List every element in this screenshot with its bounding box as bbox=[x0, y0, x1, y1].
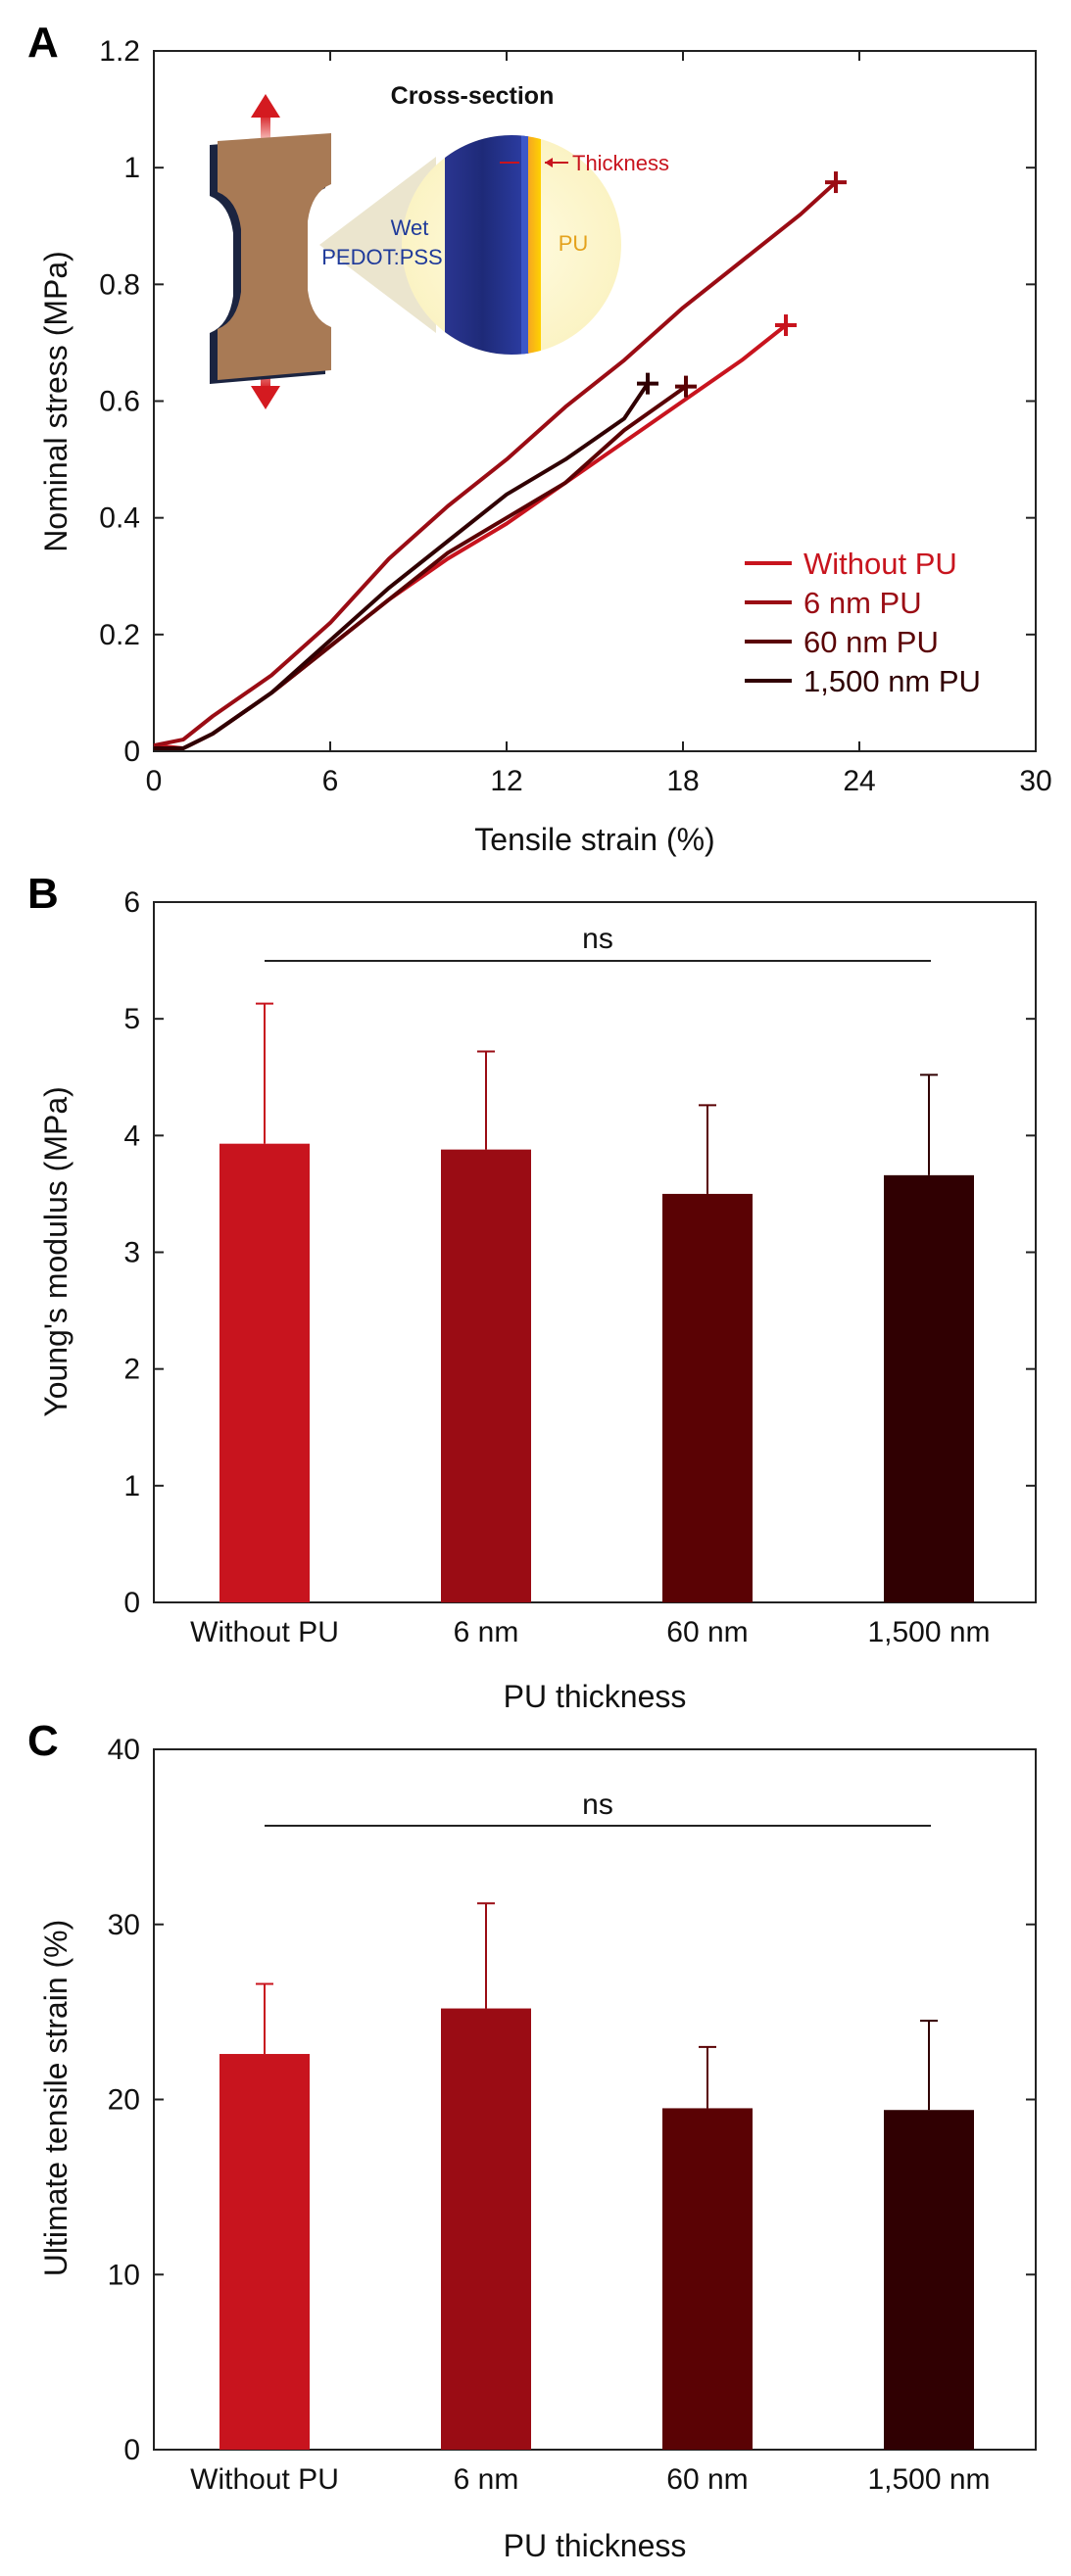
legend-label-2: 60 nm PU bbox=[803, 625, 939, 659]
dogbone-specimen bbox=[218, 133, 331, 380]
panel-a-y-axis-title: Nominal stress (MPa) bbox=[38, 251, 73, 552]
series-line-3 bbox=[154, 382, 650, 751]
panel-b-label: B bbox=[27, 870, 59, 918]
legend-label-1: 6 nm PU bbox=[803, 586, 922, 620]
panel-c-ticks: 0 10 20 30 40 Without PU 6 nm 60 nm 1,500 nm bbox=[108, 1734, 1036, 2496]
series-end-marker-3 bbox=[637, 372, 658, 395]
panel-c-significance-label: ns bbox=[582, 1789, 613, 1821]
inset-illustration: Cross-section Wet PEDOT:PSS PU Thickness bbox=[210, 82, 669, 409]
panel-b-bar-3 bbox=[884, 1174, 974, 1602]
panel-a-y-tick-label: 0.8 bbox=[99, 268, 140, 301]
panel-c-y-tick-label: 20 bbox=[108, 2084, 140, 2117]
series-line-0 bbox=[153, 323, 788, 751]
panel-b-y-tick-label: 2 bbox=[123, 1354, 140, 1386]
panel-a-ticks: 0 6 12 18 24 30 0 0.2 0.4 0.6 0.8 1 1.2 bbox=[99, 35, 1051, 797]
panel-a-y-tick-label: 1.2 bbox=[99, 35, 140, 68]
panel-b-x-axis-title: PU thickness bbox=[504, 1679, 687, 1714]
stretch-arrow-up-icon bbox=[251, 94, 280, 139]
panel-a-x-tick-label: 18 bbox=[666, 765, 699, 797]
inset-pu-label: PU bbox=[559, 231, 589, 256]
panel-c-y-axis-title: Ultimate tensile strain (%) bbox=[38, 1920, 73, 2277]
panel-b-y-tick-label: 4 bbox=[123, 1120, 140, 1152]
inset-title: Cross-section bbox=[391, 82, 555, 110]
panel-b-bar-0 bbox=[219, 1143, 310, 1602]
panel-a-x-tick-label: 12 bbox=[490, 765, 522, 797]
panel-a-y-tick-label: 0 bbox=[123, 736, 140, 768]
inset-wet-label: Wet bbox=[391, 215, 429, 240]
panel-a-y-tick-label: 0.2 bbox=[99, 619, 140, 651]
panel-c-bars bbox=[219, 1902, 974, 2450]
panel-a-end-markers bbox=[637, 171, 847, 398]
legend-label-3: 1,500 nm PU bbox=[803, 664, 981, 698]
panel-a-x-tick-label: 30 bbox=[1019, 765, 1051, 797]
panel-a: A 0 6 12 18 24 30 0 0.2 0.4 0.6 0.8 1 1.2 Tensile st… bbox=[27, 19, 1052, 857]
panel-c-x-tick-label: Without PU bbox=[190, 2463, 339, 2496]
panel-c-bar-0 bbox=[219, 2054, 310, 2450]
panel-a-x-axis-title: Tensile strain (%) bbox=[474, 822, 714, 857]
panel-b-y-tick-label: 5 bbox=[123, 1003, 140, 1035]
panel-b-bar-2 bbox=[662, 1193, 753, 1602]
panel-b-y-tick-label: 3 bbox=[123, 1237, 140, 1269]
panel-b-bar-1 bbox=[441, 1149, 531, 1602]
inset-pedot-label: PEDOT:PSS bbox=[321, 245, 442, 269]
panel-a-x-tick-label: 0 bbox=[146, 765, 163, 797]
panel-c-y-tick-label: 10 bbox=[108, 2259, 140, 2291]
panel-b-ticks: 0 1 2 3 4 5 6 Without PU 6 nm 60 nm 1,500 nm bbox=[123, 886, 1036, 1648]
panel-a-x-tick-label: 24 bbox=[843, 765, 875, 797]
panel-b-bars bbox=[219, 1002, 974, 1602]
panel-c-bar-3 bbox=[884, 2110, 974, 2450]
panel-b-y-tick-label: 6 bbox=[123, 886, 140, 919]
panel-b-y-tick-label: 0 bbox=[123, 1587, 140, 1619]
panel-b-y-tick-label: 1 bbox=[123, 1470, 140, 1503]
panel-a-x-tick-label: 6 bbox=[322, 765, 339, 797]
series-line-1 bbox=[153, 180, 838, 748]
panel-b-x-tick-label: 1,500 nm bbox=[867, 1616, 990, 1648]
pu-layer bbox=[528, 135, 541, 355]
panel-c-y-tick-label: 40 bbox=[108, 1734, 140, 1766]
panel-a-y-tick-label: 0.4 bbox=[99, 502, 140, 535]
panel-a-label: A bbox=[27, 19, 59, 67]
panel-c-label: C bbox=[27, 1717, 59, 1765]
panel-b-y-axis-title: Young's modulus (MPa) bbox=[38, 1086, 73, 1417]
panel-c-bar-2 bbox=[662, 2108, 753, 2450]
panel-c-y-tick-label: 0 bbox=[123, 2434, 140, 2466]
panel-c-y-tick-label: 30 bbox=[108, 1909, 140, 1941]
panel-c: C 0 10 20 30 40 Without PU 6 nm 60 nm 1,500 nm n… bbox=[27, 1717, 1037, 2563]
panel-c-x-tick-label: 1,500 nm bbox=[867, 2463, 990, 2496]
panel-c-x-axis-title: PU thickness bbox=[504, 2528, 687, 2563]
panel-a-y-tick-label: 0.6 bbox=[99, 386, 140, 418]
legend-label-0: Without PU bbox=[803, 547, 957, 581]
panel-c-bar-1 bbox=[441, 2008, 531, 2450]
panel-a-lines bbox=[153, 180, 838, 751]
series-end-marker-2 bbox=[675, 375, 697, 398]
panel-b-x-tick-label: Without PU bbox=[190, 1616, 339, 1648]
series-end-marker-0 bbox=[775, 314, 797, 337]
series-end-marker-1 bbox=[825, 171, 847, 194]
panel-c-x-tick-label: 6 nm bbox=[454, 2463, 519, 2496]
panel-a-y-tick-label: 1 bbox=[123, 152, 140, 184]
panel-b-x-tick-label: 6 nm bbox=[454, 1616, 519, 1648]
panel-b-x-tick-label: 60 nm bbox=[666, 1616, 748, 1648]
panel-b-significance-label: ns bbox=[582, 923, 613, 955]
pedot-layer bbox=[445, 135, 529, 355]
panel-a-legend: Without PU 6 nm PU 60 nm PU 1,500 nm PU bbox=[745, 547, 981, 698]
panel-c-x-tick-label: 60 nm bbox=[666, 2463, 748, 2496]
callout-wedge bbox=[319, 157, 436, 333]
series-line-2 bbox=[154, 384, 688, 751]
inset-thickness-label: Thickness bbox=[572, 151, 669, 175]
